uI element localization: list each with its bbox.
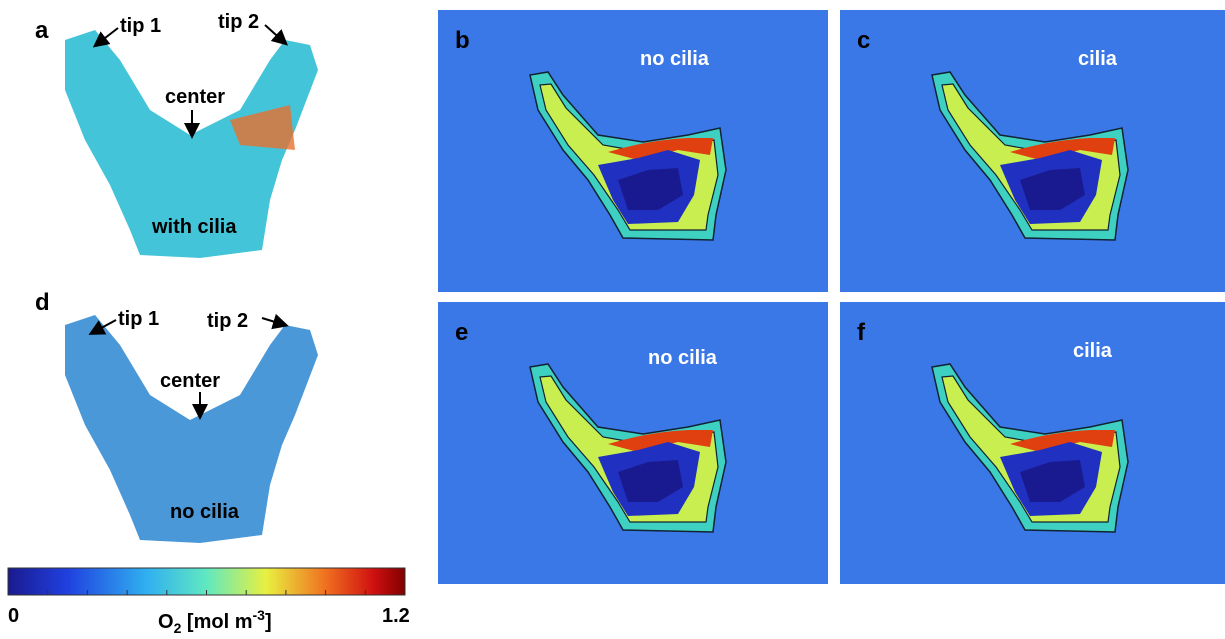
panel-a: a tip 1 tip 2 center with cilia — [35, 11, 318, 258]
panel-label: d — [35, 289, 50, 316]
annotation: tip 1 — [120, 15, 161, 37]
colorbar: 0 1.2 O2 [mol m-3] — [8, 568, 410, 634]
label-sub: 2 — [174, 620, 182, 634]
heatmap — [438, 302, 828, 584]
panel-label: e — [455, 319, 468, 346]
arrow — [265, 25, 285, 43]
heatmap — [840, 10, 1225, 292]
label-part: [mol m — [181, 611, 252, 633]
colorbar-max: 1.2 — [382, 605, 410, 627]
heatmap — [840, 302, 1225, 584]
arrow — [262, 318, 285, 325]
annotation: center — [165, 86, 225, 108]
caption: no cilia — [648, 347, 718, 369]
annotation: center — [160, 370, 220, 392]
caption: with cilia — [151, 216, 237, 238]
heatmap-panel: f cilia — [840, 302, 1225, 584]
annotation: tip 2 — [218, 11, 259, 33]
panel-label: b — [455, 27, 470, 54]
colorbar-label: O2 [mol m-3] — [158, 607, 272, 634]
panel-d: d tip 1 tip 2 center no cilia — [35, 289, 318, 543]
label-part: O — [158, 611, 174, 633]
caption: cilia — [1078, 48, 1118, 70]
heatmap-panel: c cilia — [840, 10, 1225, 292]
panel-label: c — [857, 27, 870, 54]
figure: a tip 1 tip 2 center with cilia d tip 1 … — [0, 0, 1225, 634]
caption: no cilia — [170, 501, 240, 523]
label-sup: -3 — [252, 607, 265, 623]
colorbar-min: 0 — [8, 605, 19, 627]
heatmap-panel: b no cilia — [438, 10, 828, 292]
caption: cilia — [1073, 340, 1113, 362]
label-part: ] — [265, 611, 272, 633]
simulation-panels: b no cilia c cilia e no cilia f cilia — [438, 10, 1225, 584]
panel-label: a — [35, 17, 49, 44]
heatmap — [438, 10, 828, 292]
caption: no cilia — [640, 48, 710, 70]
panel-label: f — [857, 319, 866, 346]
annotation: tip 2 — [207, 310, 248, 332]
heatmap-panel: e no cilia — [438, 302, 828, 584]
annotation: tip 1 — [118, 308, 159, 330]
